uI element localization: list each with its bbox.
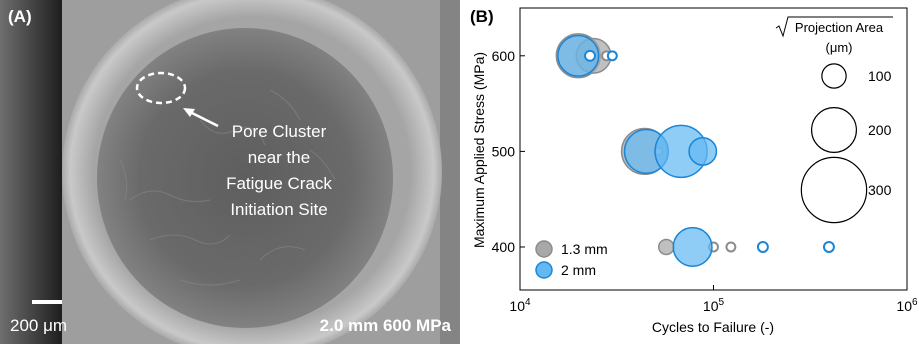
x-axis-ticks: 104 105 106	[509, 285, 918, 314]
data-point	[822, 241, 835, 253]
annotation-arrow-line	[189, 110, 219, 128]
fracture-surface	[97, 28, 393, 328]
series-legend-label: 1.3 mm	[561, 241, 608, 257]
series-legend-marker	[535, 261, 553, 279]
data-point	[756, 241, 769, 253]
annotation-line-2: near the	[248, 148, 310, 167]
size-legend-unit: (μm)	[826, 40, 853, 55]
data-point	[688, 136, 718, 166]
micrograph-panel: (A) Pore Cluster near the Fatigue Crack …	[0, 0, 460, 344]
x-axis-label: Cycles to Failure (-)	[652, 319, 774, 335]
size-legend-label: 300	[868, 182, 892, 198]
size-legend-circle	[821, 63, 847, 89]
panel-b-label: (B)	[470, 7, 494, 26]
data-point	[657, 238, 675, 256]
size-legend-label: 200	[868, 122, 892, 138]
data-point	[557, 34, 600, 77]
chart-series	[555, 33, 835, 268]
data-point	[672, 226, 713, 268]
fracture-texture	[119, 89, 336, 286]
x-tick-label: 105	[703, 297, 725, 314]
micrograph-left-edge	[0, 0, 62, 344]
condition-label: 2.0 mm 600 MPa	[320, 316, 452, 335]
size-legend-label: 100	[868, 68, 892, 84]
y-axis-label: Maximum Applied Stress (MPa)	[471, 52, 487, 248]
annotation-line-4: Initiation Site	[230, 200, 327, 219]
series-legend: 1.3 mm 2 mm	[535, 240, 608, 279]
scale-bar	[32, 300, 62, 304]
panel-a-label: (A)	[8, 7, 32, 26]
series-legend-label: 2 mm	[561, 262, 596, 278]
data-point	[584, 49, 596, 62]
y-tick-label: 500	[492, 143, 516, 159]
scale-bar-label: 200 μm	[10, 316, 67, 335]
size-legend-circle	[800, 156, 868, 224]
sqrt-symbol	[775, 16, 893, 38]
micrograph-right-edge	[440, 0, 460, 344]
y-axis-ticks: 400 500 600	[492, 48, 525, 255]
y-tick-label: 600	[492, 48, 516, 64]
annotation-line-1: Pore Cluster	[232, 122, 327, 141]
size-legend-circle	[810, 106, 857, 153]
pore-cluster-marker	[135, 71, 187, 105]
x-tick-label: 106	[896, 297, 918, 314]
y-tick-label: 400	[492, 239, 516, 255]
annotation-arrow-head	[183, 108, 195, 117]
size-legend-title: Projection Area	[795, 20, 884, 35]
data-point	[725, 241, 737, 253]
chart-panel: 400 500 600 104 105 106 Projection Area (μm)…	[470, 7, 918, 335]
data-point	[606, 50, 618, 62]
annotation-line-3: Fatigue Crack	[226, 174, 332, 193]
size-legend: Projection Area (μm) 100 200 300	[775, 16, 893, 224]
series-legend-marker	[535, 240, 553, 258]
x-tick-label: 104	[509, 297, 531, 314]
